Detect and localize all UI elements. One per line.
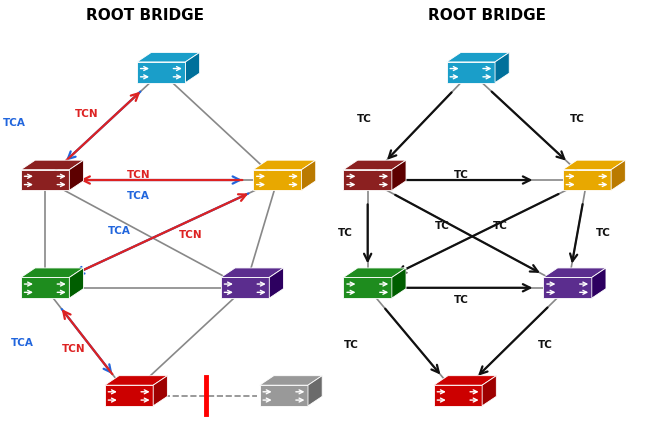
Polygon shape <box>154 376 168 406</box>
Text: ROOT BRIDGE: ROOT BRIDGE <box>428 8 546 22</box>
Polygon shape <box>253 161 316 170</box>
Text: TC: TC <box>537 339 553 349</box>
Polygon shape <box>543 268 606 278</box>
Polygon shape <box>269 268 284 298</box>
Text: TCN: TCN <box>75 109 99 119</box>
Polygon shape <box>495 53 510 83</box>
Polygon shape <box>137 53 200 63</box>
Polygon shape <box>308 376 322 406</box>
Polygon shape <box>433 385 482 406</box>
Text: TCN: TCN <box>179 229 202 240</box>
Text: TC: TC <box>434 221 450 231</box>
Polygon shape <box>186 53 200 83</box>
Polygon shape <box>259 385 308 406</box>
Polygon shape <box>343 161 406 170</box>
Text: ROOT BRIDGE: ROOT BRIDGE <box>86 8 204 22</box>
Polygon shape <box>70 161 84 191</box>
Text: TCN: TCN <box>63 343 86 353</box>
Polygon shape <box>137 63 186 83</box>
Text: TC: TC <box>492 221 508 231</box>
Text: TC: TC <box>344 339 359 349</box>
Polygon shape <box>343 278 392 298</box>
Text: TC: TC <box>595 227 611 237</box>
Polygon shape <box>104 385 154 406</box>
Polygon shape <box>221 268 284 278</box>
Polygon shape <box>259 376 322 385</box>
Polygon shape <box>343 268 406 278</box>
Polygon shape <box>562 161 625 170</box>
Text: TC: TC <box>453 169 469 179</box>
Polygon shape <box>104 376 168 385</box>
Text: TC: TC <box>570 113 585 123</box>
Polygon shape <box>446 53 510 63</box>
Polygon shape <box>543 278 592 298</box>
Polygon shape <box>21 161 84 170</box>
Text: TC: TC <box>357 113 372 123</box>
Text: TCA: TCA <box>3 117 26 128</box>
Polygon shape <box>21 268 84 278</box>
Polygon shape <box>392 161 406 191</box>
Text: TC: TC <box>453 294 469 304</box>
Polygon shape <box>21 278 70 298</box>
Polygon shape <box>562 170 611 191</box>
Polygon shape <box>482 376 497 406</box>
Text: TCA: TCA <box>127 190 150 201</box>
Polygon shape <box>611 161 625 191</box>
Polygon shape <box>70 268 84 298</box>
Text: TCA: TCA <box>11 337 34 347</box>
Polygon shape <box>592 268 606 298</box>
Polygon shape <box>433 376 497 385</box>
Polygon shape <box>21 170 70 191</box>
Text: TCN: TCN <box>127 169 150 179</box>
Text: TC: TC <box>337 227 353 237</box>
Polygon shape <box>301 161 316 191</box>
Polygon shape <box>343 170 392 191</box>
Polygon shape <box>392 268 406 298</box>
Polygon shape <box>221 278 269 298</box>
Polygon shape <box>446 63 495 83</box>
Polygon shape <box>253 170 301 191</box>
Text: TCA: TCA <box>108 225 131 235</box>
